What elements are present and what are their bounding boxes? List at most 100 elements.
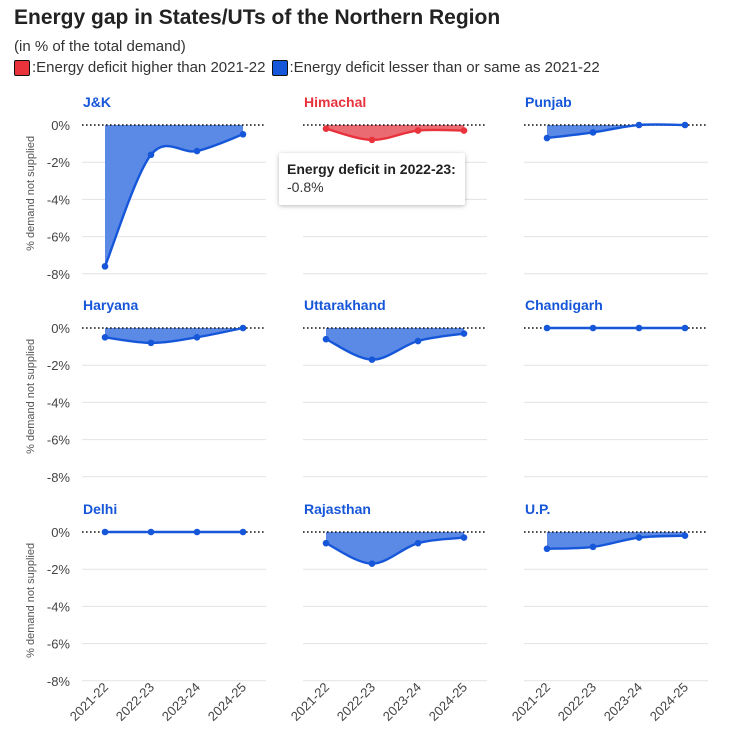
data-point-uttarakhand-2022-23 (368, 356, 376, 363)
data-point-j-k-2022-23 (147, 151, 155, 159)
y-axis-title: % demand not supplied (25, 136, 37, 251)
y-tick-label: -4% (47, 192, 71, 207)
data-point-himachal-2023-24 (414, 127, 422, 134)
series-line-haryana (104, 326, 244, 345)
legend-marker-lesser: : (289, 59, 294, 76)
x-tick-label: 2024-25 (426, 680, 470, 724)
y-tick-label: -4% (47, 395, 71, 410)
legend-item-higher[interactable]: : Energy deficit higher than 2021-22 (14, 59, 266, 76)
legend-marker-higher: : (32, 59, 37, 76)
x-tick-label: 2021-22 (67, 680, 111, 724)
data-point-haryana-2023-24 (193, 334, 201, 341)
y-tick-label: -6% (47, 433, 71, 448)
x-tick-label: 2021-22 (509, 680, 553, 724)
data-point-chandigarh-2023-24 (635, 324, 643, 332)
chart-title: Energy gap in States/UTs of the Northern… (14, 6, 501, 29)
x-tick-label: 2022-23 (555, 680, 599, 724)
data-point-u-p-2021-22 (543, 545, 551, 553)
data-point-u-p-2023-24 (635, 534, 643, 541)
y-tick-label: -8% (47, 470, 71, 485)
legend-label-higher: Energy deficit higher than 2021-22 (36, 59, 266, 76)
series-line-himachal (325, 127, 465, 142)
data-point-haryana-2022-23 (147, 339, 155, 347)
x-tick-label: 2022-23 (334, 680, 378, 724)
data-point-uttarakhand-2021-22 (322, 335, 330, 343)
data-point-delhi-2022-23 (147, 528, 155, 536)
legend: : Energy deficit higher than 2021-22 : E… (14, 59, 606, 76)
data-point-rajasthan-2023-24 (414, 539, 422, 547)
series-line-uttarakhand (325, 332, 465, 361)
area-haryana (105, 328, 243, 343)
data-point-chandigarh-2024-25 (681, 324, 689, 332)
series-line-rajasthan (325, 536, 465, 565)
panel-title-j-k: J&K (83, 94, 111, 110)
data-point-delhi-2023-24 (193, 528, 201, 536)
y-tick-label: 0% (51, 321, 70, 336)
area-punjab (547, 124, 685, 139)
x-tick-label: 2023-24 (601, 680, 645, 724)
y-tick-label: -2% (47, 155, 71, 170)
tooltip: Energy deficit in 2022-23: -0.8% (279, 153, 465, 205)
data-point-haryana-2024-25 (239, 324, 247, 332)
data-point-delhi-2024-25 (239, 528, 247, 536)
data-point-punjab-2021-22 (543, 134, 551, 142)
x-tick-label: 2022-23 (113, 680, 157, 724)
area-uttarakhand (326, 328, 464, 360)
panel-title-himachal: Himachal (304, 94, 366, 110)
data-point-j-k-2023-24 (193, 147, 201, 155)
series-line-j-k (103, 133, 244, 267)
data-point-himachal-2021-22 (322, 125, 330, 133)
data-point-himachal-2022-23 (368, 136, 376, 144)
y-tick-label: -8% (47, 674, 71, 689)
legend-swatch-lesser (271, 59, 288, 76)
tooltip-title: Energy deficit in 2022-23: (287, 161, 456, 177)
area-j-k (105, 125, 243, 267)
y-tick-label: -6% (47, 230, 71, 245)
y-tick-label: -8% (47, 267, 71, 282)
tooltip-value: -0.8% (287, 179, 324, 195)
y-axis-title: % demand not supplied (25, 339, 37, 454)
data-point-j-k-2021-22 (101, 263, 109, 270)
legend-swatch-higher (14, 59, 30, 76)
area-himachal (326, 125, 464, 140)
data-point-delhi-2021-22 (101, 528, 109, 536)
data-point-chandigarh-2021-22 (543, 324, 551, 332)
legend-item-lesser[interactable]: : Energy deficit lesser than or same as … (271, 59, 600, 76)
x-tick-label: 2024-25 (205, 680, 249, 724)
data-point-u-p-2022-23 (589, 543, 597, 551)
data-point-uttarakhand-2024-25 (460, 330, 468, 337)
area-u-p (547, 532, 685, 549)
panel-title-punjab: Punjab (525, 94, 572, 110)
y-tick-label: 0% (51, 118, 70, 133)
y-tick-label: -2% (47, 562, 71, 577)
data-point-uttarakhand-2023-24 (414, 337, 422, 345)
data-point-rajasthan-2024-25 (460, 534, 468, 541)
panel-title-rajasthan: Rajasthan (304, 501, 371, 517)
panel-title-chandigarh: Chandigarh (525, 297, 603, 313)
panel-title-haryana: Haryana (83, 297, 138, 313)
panel-title-u-p: U.P. (525, 501, 550, 517)
area-rajasthan (326, 532, 464, 564)
data-point-haryana-2021-22 (101, 334, 109, 341)
panel-title-delhi: Delhi (83, 501, 117, 517)
y-tick-label: -4% (47, 599, 71, 614)
data-point-himachal-2024-25 (460, 127, 468, 134)
data-point-rajasthan-2022-23 (368, 560, 376, 567)
chart-subtitle: (in % of the total demand) (14, 38, 186, 55)
data-point-punjab-2023-24 (635, 121, 643, 129)
x-tick-label: 2023-24 (159, 680, 203, 724)
panel-title-uttarakhand: Uttarakhand (304, 297, 386, 313)
data-point-j-k-2024-25 (239, 131, 247, 138)
x-tick-label: 2024-25 (647, 680, 691, 724)
y-axis-title: % demand not supplied (25, 543, 37, 658)
y-tick-label: -2% (47, 358, 71, 373)
y-tick-label: -6% (47, 637, 71, 652)
x-tick-label: 2021-22 (288, 680, 332, 724)
data-point-rajasthan-2021-22 (322, 539, 330, 547)
data-point-chandigarh-2022-23 (589, 324, 597, 332)
data-point-punjab-2024-25 (681, 121, 689, 129)
data-point-u-p-2024-25 (681, 532, 689, 540)
series-line-punjab (546, 123, 686, 140)
x-tick-label: 2023-24 (380, 680, 424, 724)
